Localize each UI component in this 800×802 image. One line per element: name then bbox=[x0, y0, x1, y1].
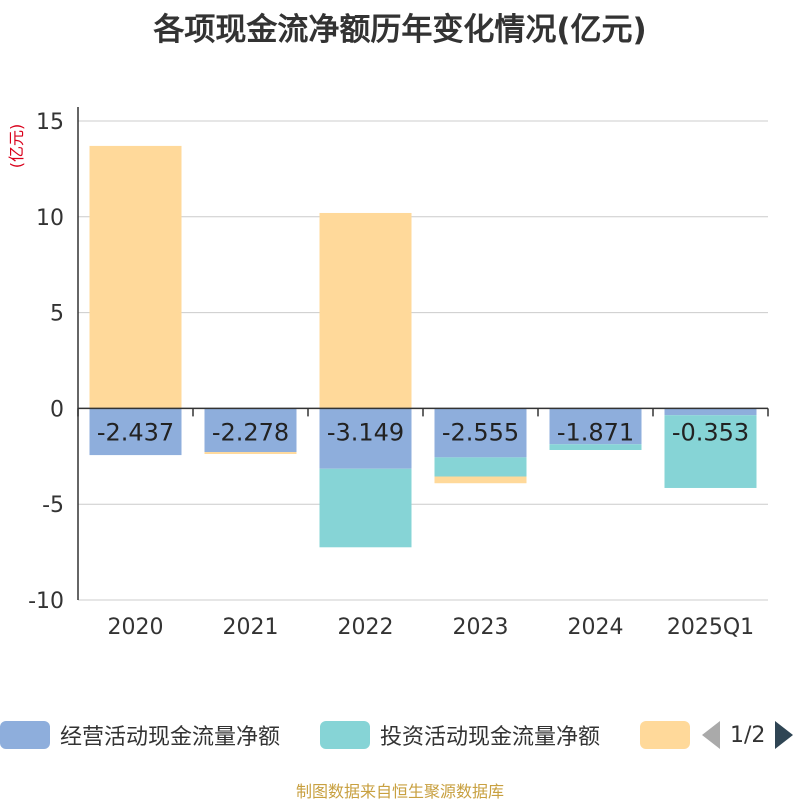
y-tick-label: 5 bbox=[50, 302, 64, 327]
chart-title: 各项现金流净额历年变化情况(亿元) bbox=[153, 12, 647, 48]
data-label-operating: -2.437 bbox=[97, 418, 174, 446]
legend-item-financing[interactable] bbox=[640, 716, 690, 754]
y-tick-label: -5 bbox=[42, 493, 64, 518]
bar-operating[interactable] bbox=[664, 408, 757, 416]
x-tick-label: 2024 bbox=[568, 615, 624, 640]
legend-page-indicator: 1/2 bbox=[730, 722, 766, 748]
bar-operating[interactable] bbox=[319, 408, 412, 469]
bar-operating[interactable] bbox=[549, 408, 642, 445]
y-axis-unit-label: (亿元) bbox=[7, 124, 26, 169]
x-tick-label: 2020 bbox=[108, 615, 164, 640]
data-label-operating: -0.353 bbox=[672, 418, 749, 446]
bar-operating[interactable] bbox=[204, 408, 297, 453]
y-tick-label: 0 bbox=[50, 397, 64, 422]
x-tick-label: 2025Q1 bbox=[667, 615, 754, 640]
legend-prev-icon[interactable] bbox=[702, 721, 720, 749]
y-tick-label: 10 bbox=[36, 206, 64, 231]
bar-investing[interactable] bbox=[319, 468, 412, 548]
bar-financing[interactable] bbox=[434, 476, 527, 484]
bar-operating[interactable] bbox=[434, 408, 527, 458]
x-tick-label: 2021 bbox=[223, 615, 279, 640]
data-label-operating: -2.555 bbox=[442, 418, 519, 446]
legend-label-investing: 投资活动现金流量净额 bbox=[380, 725, 601, 750]
bar-financing[interactable] bbox=[319, 212, 412, 409]
legend-swatch-financing bbox=[640, 721, 690, 749]
bar-financing[interactable] bbox=[204, 452, 297, 454]
bar-investing[interactable] bbox=[434, 457, 527, 477]
data-label-operating: -2.278 bbox=[212, 418, 289, 446]
y-tick-label: 15 bbox=[36, 110, 64, 135]
legend-next-icon[interactable] bbox=[775, 721, 794, 749]
legend-swatch-operating bbox=[0, 721, 50, 749]
data-source-note: 制图数据来自恒生聚源数据库 bbox=[295, 782, 504, 801]
bar-financing[interactable] bbox=[89, 145, 182, 409]
bar-operating[interactable] bbox=[89, 408, 182, 456]
chart-legend: 经营活动现金流量净额 投资活动现金流量净额 1/2 bbox=[0, 716, 800, 754]
x-tick-label: 2023 bbox=[453, 615, 509, 640]
legend-swatch-investing bbox=[320, 721, 370, 749]
legend-label-operating: 经营活动现金流量净额 bbox=[60, 725, 281, 750]
x-tick-label: 2022 bbox=[338, 615, 394, 640]
legend-item-operating[interactable]: 经营活动现金流量净额 bbox=[0, 716, 280, 754]
legend-item-investing[interactable]: 投资活动现金流量净额 bbox=[320, 716, 600, 754]
data-label-operating: -1.871 bbox=[557, 418, 634, 446]
legend-pager: 1/2 bbox=[702, 716, 794, 754]
bar-investing[interactable] bbox=[664, 415, 757, 488]
bar-investing[interactable] bbox=[549, 444, 642, 450]
y-tick-label: -10 bbox=[28, 589, 64, 614]
data-label-operating: -3.149 bbox=[327, 418, 404, 446]
